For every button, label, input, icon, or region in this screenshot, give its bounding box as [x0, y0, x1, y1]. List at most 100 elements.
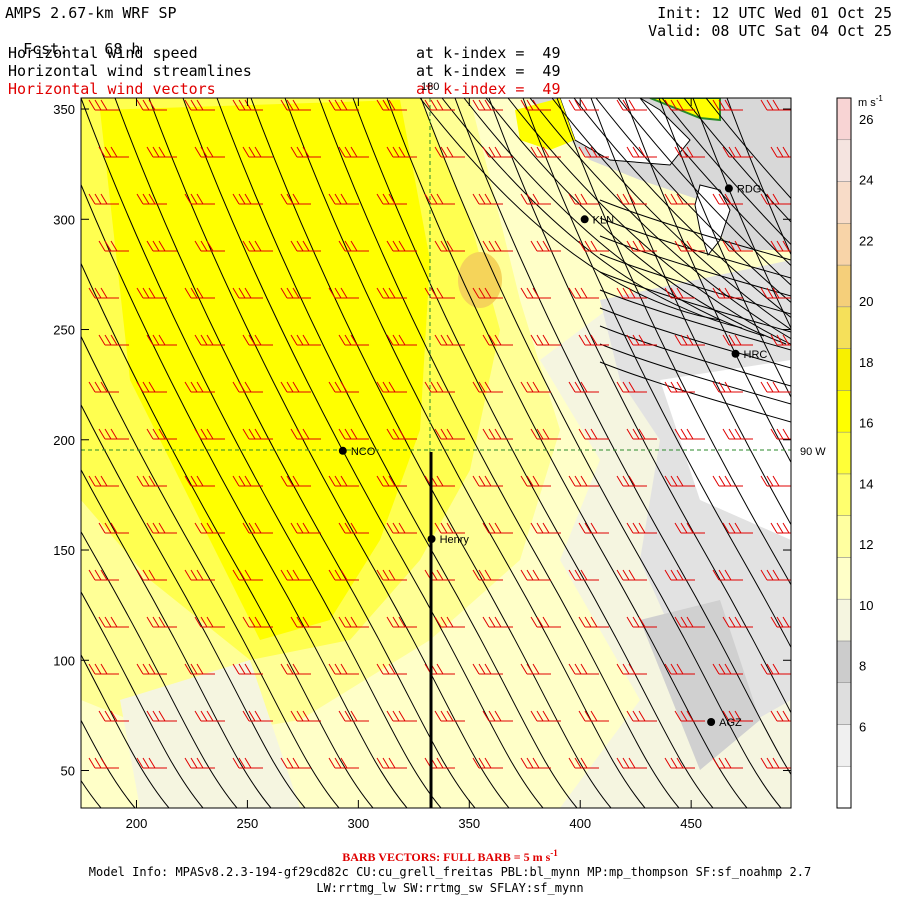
wind-barb: [578, 616, 609, 628]
streamline: [420, 98, 782, 808]
model-info: Model Info: MPASv8.2.3-194-gf29cd82c CU:…: [0, 864, 900, 896]
wind-barb: [136, 193, 167, 205]
wind-barb: [136, 475, 167, 487]
wind-barb: [770, 710, 791, 722]
wind-barb: [530, 240, 561, 252]
wind-barb: [194, 428, 225, 440]
wind-barb: [770, 146, 791, 158]
wind-barb: [328, 663, 359, 675]
streamline: [599, 253, 791, 315]
meridian-180-label: 180: [421, 81, 439, 93]
wind-barb: [232, 475, 263, 487]
wind-barb: [280, 663, 311, 675]
colorbar-swatch: [836, 390, 852, 433]
streamline: [658, 98, 791, 398]
streamline: [441, 98, 743, 329]
wind-barb: [376, 99, 407, 111]
wind-barb: [674, 146, 705, 158]
wind-barb: [434, 428, 465, 440]
wind-barb: [338, 428, 369, 440]
wind-barb: [568, 381, 599, 393]
wind-barb: [386, 240, 417, 252]
stations: NCO Henry KLN RDG HRC AGZ: [338, 183, 767, 729]
colorbar-units: m s-1: [858, 94, 883, 109]
wind-barb: [88, 475, 119, 487]
speed-max-24: [458, 252, 502, 308]
wind-barb: [136, 99, 167, 111]
wind-barb: [616, 663, 647, 675]
wind-barb: [290, 146, 321, 158]
y-tick-label: 50: [61, 764, 75, 779]
wind-barb: [482, 334, 513, 346]
wind-barb: [88, 287, 119, 299]
station-marker: [707, 718, 716, 727]
wind-barb: [616, 569, 647, 581]
streamline: [599, 271, 791, 333]
wind-barb: [424, 381, 455, 393]
wind-barb: [232, 381, 263, 393]
wind-barb: [194, 616, 225, 628]
wind-barb: [712, 287, 743, 299]
wind-barb: [626, 428, 657, 440]
streamline: [599, 289, 791, 351]
station-label: AGZ: [719, 717, 742, 729]
wind-barb: [530, 334, 561, 346]
meridian-90w-label: 90 W: [800, 446, 826, 458]
wind-barb: [472, 757, 503, 769]
colorbar-swatch: [836, 598, 852, 642]
wind-barb: [520, 99, 551, 111]
wind-barb: [434, 616, 465, 628]
wind-barb: [88, 569, 119, 581]
wind-barb: [280, 99, 311, 111]
wind-barb: [376, 663, 407, 675]
wind-barb: [664, 193, 695, 205]
wind-barb: [568, 475, 599, 487]
colorbar-label: 18: [859, 355, 873, 370]
wind-barb: [674, 240, 705, 252]
wind-barb: [386, 334, 417, 346]
wind-barb: [770, 334, 791, 346]
colorbar-label: 26: [859, 112, 873, 127]
wind-barb: [722, 334, 753, 346]
streamline: [599, 217, 791, 279]
wind-barb: [616, 193, 647, 205]
streamline: [318, 98, 680, 808]
wind-barb: [136, 287, 167, 299]
x-tick-label: 400: [569, 816, 591, 831]
wind-barb: [98, 240, 129, 252]
streamline: [81, 98, 442, 808]
streamline: [529, 98, 791, 340]
streamlines: [0, 98, 791, 808]
wind-barb: [626, 146, 657, 158]
wind-barb: [722, 146, 753, 158]
wind-barbs: [88, 99, 791, 769]
wind-barb: [184, 381, 215, 393]
x-tick-label: 250: [237, 816, 259, 831]
wind-barb: [184, 475, 215, 487]
streamline: [454, 98, 791, 776]
map-frame: [80, 97, 792, 809]
wind-barb: [146, 334, 177, 346]
wind-barb: [520, 569, 551, 581]
colorbar: 6 8 10 12 14 16 18 20 22 24 26: [836, 97, 873, 809]
streamline: [692, 98, 791, 330]
wind-barb: [280, 381, 311, 393]
wind-barb: [578, 522, 609, 534]
wind-barb: [530, 616, 561, 628]
streamline: [284, 98, 646, 808]
streamline: [705, 98, 791, 200]
streamline: [0, 98, 33, 808]
colorbar-swatch: [836, 97, 852, 141]
streamline: [551, 98, 791, 331]
colorbar-swatch: [836, 431, 852, 475]
wind-barb: [88, 193, 119, 205]
wind-barb: [146, 428, 177, 440]
wind-barb: [290, 428, 321, 440]
wind-barb: [722, 616, 753, 628]
wind-barb: [386, 522, 417, 534]
y-tick-label: 250: [53, 323, 75, 338]
wind-barb: [760, 569, 791, 581]
wind-barb: [712, 475, 743, 487]
wind-barb: [712, 381, 743, 393]
wind-barb: [242, 616, 273, 628]
